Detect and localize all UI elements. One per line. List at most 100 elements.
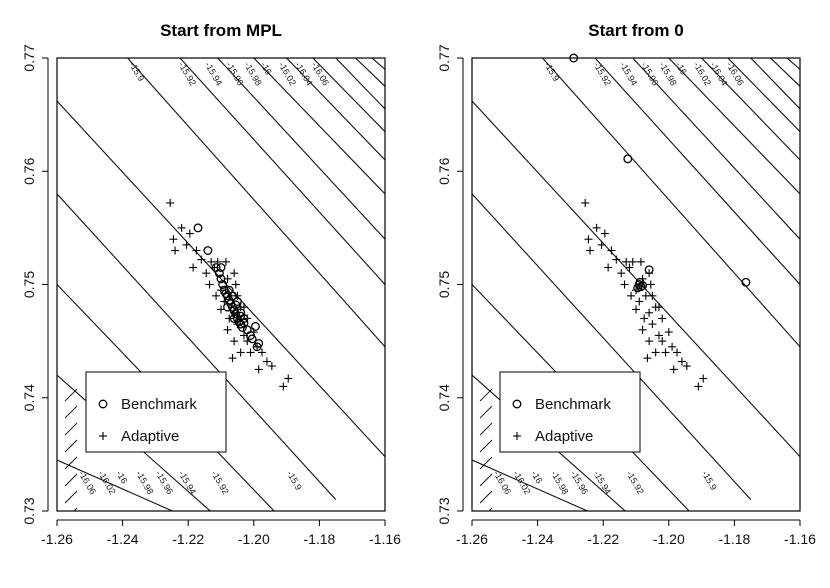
contour-line	[64, 422, 78, 436]
adaptive-point	[617, 269, 626, 278]
contour-line	[701, 58, 800, 161]
adaptive-point	[627, 291, 636, 300]
y-tick-label: 0.76	[21, 157, 37, 184]
adaptive-point	[643, 354, 652, 363]
adaptive-point	[228, 354, 237, 363]
adaptive-point	[632, 286, 640, 295]
series-adaptive	[581, 198, 708, 391]
adaptive-point	[586, 246, 595, 255]
adaptive-point	[651, 348, 660, 357]
contour-line	[770, 58, 800, 87]
adaptive-point	[205, 280, 214, 289]
y-tick-label: 0.77	[436, 44, 452, 71]
legend-label: Adaptive	[121, 428, 179, 445]
adaptive-point	[607, 246, 616, 255]
contour-label: -16	[114, 469, 129, 485]
adaptive-point	[658, 337, 667, 346]
adaptive-point	[620, 280, 629, 289]
adaptive-point	[699, 374, 708, 383]
adaptive-point	[668, 342, 677, 351]
plot-frame	[56, 57, 386, 512]
adaptive-point	[636, 257, 645, 266]
contour-line	[64, 473, 78, 487]
adaptive-point	[646, 280, 655, 289]
adaptive-point	[677, 357, 686, 366]
contour-label: -16	[529, 469, 544, 485]
contour-lines	[472, 58, 800, 511]
x-tick-label: -1.16	[784, 531, 816, 547]
adaptive-point	[230, 337, 239, 346]
adaptive-point	[635, 297, 644, 306]
benchmark-point	[633, 283, 643, 293]
contour-line	[472, 193, 752, 501]
contour-line	[632, 58, 800, 240]
contour-line	[542, 58, 800, 348]
adaptive-point	[253, 342, 262, 351]
adaptive-point	[645, 269, 654, 278]
contour-line	[57, 459, 174, 511]
contour-line	[472, 459, 589, 511]
contour-line	[217, 58, 385, 240]
contour-line	[479, 439, 493, 453]
adaptive-point	[239, 331, 248, 340]
adaptive-point	[189, 263, 198, 272]
x-tick-label: -1.16	[369, 531, 401, 547]
adaptive-point	[638, 274, 647, 283]
adaptive-point	[625, 263, 634, 272]
adaptive-point	[169, 235, 178, 244]
contour-line	[479, 456, 493, 470]
adaptive-point	[279, 382, 288, 391]
contour-line	[479, 422, 493, 436]
benchmark-point	[239, 318, 249, 328]
contour-line	[668, 58, 800, 195]
legend-marker-circle	[512, 399, 522, 409]
x-tick-label: -1.26	[456, 531, 488, 547]
x-axis: -1.26 -1.24 -1.22 -1.20 -1.18 -1.16	[41, 519, 401, 547]
adaptive-point	[661, 348, 670, 357]
contour-line	[64, 388, 78, 402]
contour-line	[727, 58, 800, 132]
adaptive-point	[202, 269, 211, 278]
x-tick-label: -1.20	[238, 531, 270, 547]
x-tick-label: -1.18	[718, 531, 750, 547]
contour-line	[127, 58, 385, 348]
contour-line	[64, 439, 78, 453]
contour-label: -15.96	[569, 469, 590, 496]
contour-line	[312, 58, 385, 132]
adaptive-point	[177, 223, 186, 232]
adaptive-point	[267, 362, 276, 371]
x-tick-label: -1.24	[107, 531, 139, 547]
adaptive-point	[258, 348, 266, 357]
benchmark-point	[223, 302, 233, 312]
adaptive-point	[233, 291, 242, 300]
adaptive-point	[254, 365, 263, 374]
contour-label: -15.9	[700, 469, 719, 492]
adaptive-point	[236, 348, 245, 357]
legend-box	[85, 371, 227, 453]
contour-line	[73, 507, 78, 511]
legend-marker-plus	[513, 432, 521, 440]
adaptive-point	[243, 314, 252, 323]
contour-line	[786, 58, 800, 70]
adaptive-point	[185, 229, 194, 238]
chart-title: Start from MPL	[160, 21, 282, 40]
contour-line	[57, 193, 337, 501]
adaptive-point	[221, 257, 230, 266]
y-tick-label: 0.77	[21, 44, 37, 71]
benchmark-point	[193, 223, 203, 233]
adaptive-point	[604, 263, 613, 272]
adaptive-point	[645, 308, 654, 317]
benchmark-point	[250, 321, 260, 331]
contour-line	[479, 388, 493, 402]
adaptive-point	[648, 320, 657, 329]
adaptive-point	[597, 240, 606, 249]
contour-line	[488, 507, 493, 511]
benchmark-point	[237, 323, 247, 332]
contour-line	[64, 456, 78, 470]
benchmark-point	[741, 277, 751, 287]
legend-marker-plus	[99, 432, 107, 440]
y-tick-label: 0.75	[21, 271, 37, 298]
benchmark-point	[231, 309, 241, 319]
contour-label: -15.92	[209, 469, 230, 496]
